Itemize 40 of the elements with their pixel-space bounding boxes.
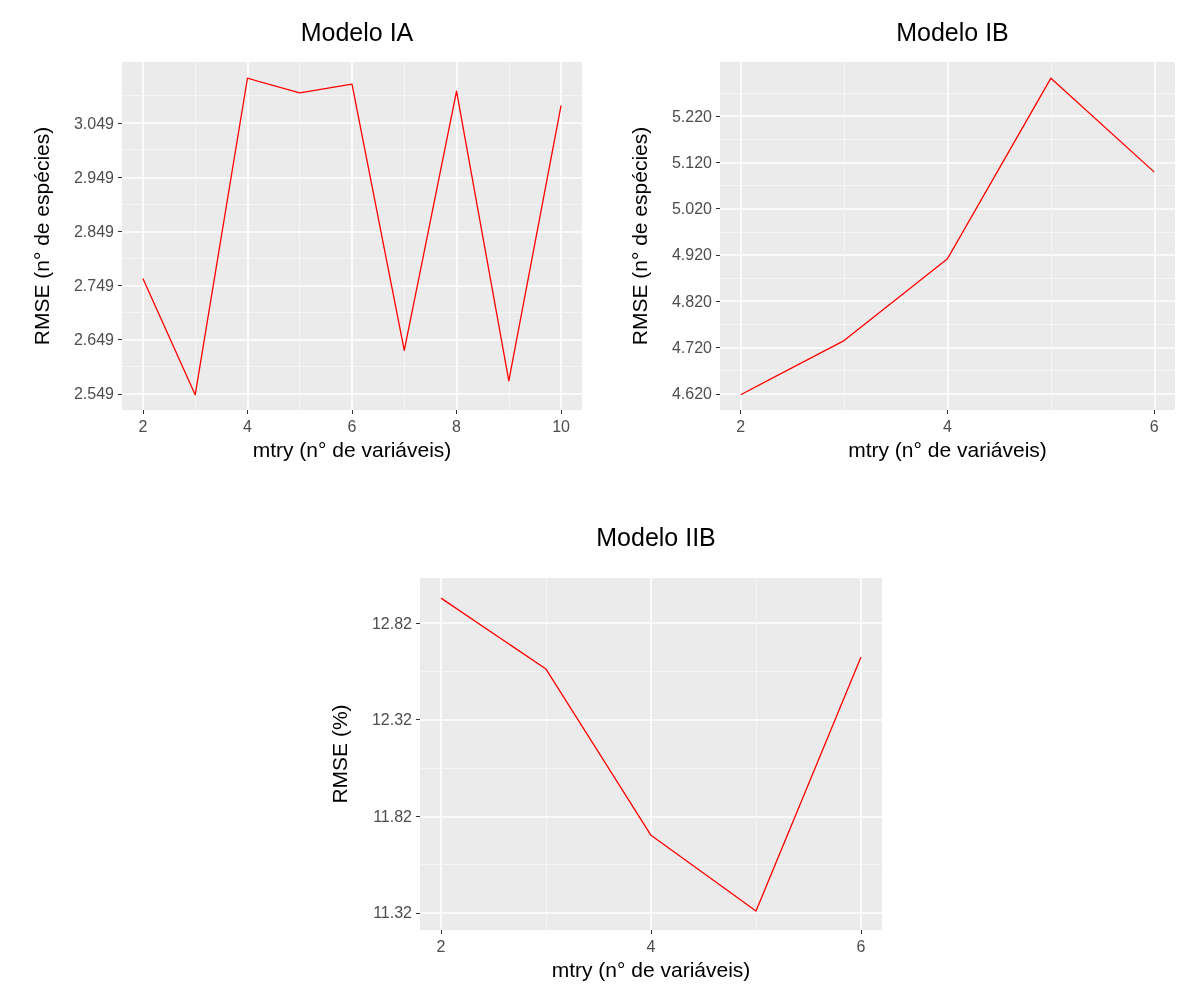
x-axis-title: mtry (n° de variáveis) — [848, 437, 1047, 461]
x-tick-label: 4 — [646, 937, 656, 955]
x-tick-label: 2 — [736, 417, 746, 435]
y-axis-title: RMSE (n° de espécies) — [628, 126, 651, 346]
x-tick-label: 4 — [243, 417, 252, 435]
y-tick-label: 4.620 — [671, 385, 713, 403]
chart-title: Modelo IB — [896, 17, 1009, 46]
y-tick-label: 11.32 — [373, 904, 413, 922]
y-tick-label: 5.120 — [671, 153, 713, 171]
x-axis-title: mtry (n° de variáveis) — [551, 957, 751, 981]
x-tick-label: 4 — [943, 417, 953, 435]
x-tick-label: 10 — [552, 417, 571, 435]
chart-title: Modelo IIB — [596, 522, 716, 551]
y-tick-label: 2.549 — [73, 385, 115, 403]
y-tick-label: 12.32 — [371, 711, 413, 729]
y-axis-title: RMSE (n° de espécies) — [30, 126, 53, 346]
x-tick-label: 6 — [856, 937, 866, 955]
y-tick-label: 2.949 — [73, 168, 115, 186]
x-tick-label: 8 — [452, 417, 462, 435]
y-tick-label: 4.920 — [671, 246, 713, 264]
chart-title: Modelo IA — [300, 17, 414, 46]
y-tick-label: 2.649 — [73, 331, 115, 349]
line-series — [440, 597, 862, 912]
x-axis-title: mtry (n° de variáveis) — [252, 437, 452, 461]
x-tick-label: 6 — [347, 417, 357, 435]
y-tick-label: 5.020 — [671, 200, 713, 218]
y-tick-label: 4.820 — [671, 292, 713, 310]
line-series — [142, 77, 562, 396]
x-tick-label: 6 — [1149, 417, 1159, 435]
y-tick-label: 2.749 — [73, 277, 115, 295]
x-tick-label: 2 — [436, 937, 446, 955]
y-tick-label: 3.049 — [73, 114, 115, 132]
y-tick-label: 2.849 — [73, 222, 115, 240]
y-tick-label: 12.82 — [371, 614, 413, 632]
y-tick-label: 4.720 — [671, 339, 713, 357]
x-tick-label: 2 — [138, 417, 148, 435]
y-tick-label: 11.82 — [373, 807, 413, 825]
line-series — [740, 77, 1155, 396]
y-axis-title: RMSE (%) — [328, 704, 351, 804]
y-tick-label: 5.220 — [671, 107, 713, 125]
